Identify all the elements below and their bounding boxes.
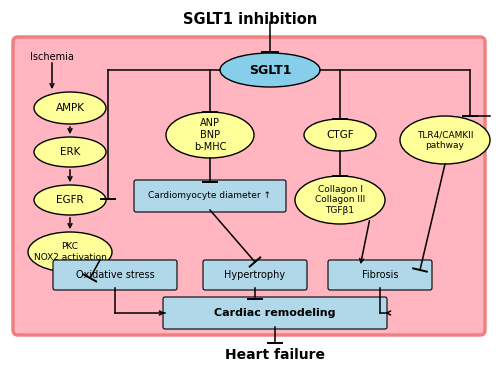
Ellipse shape <box>220 53 320 87</box>
Ellipse shape <box>34 137 106 167</box>
FancyBboxPatch shape <box>328 260 432 290</box>
Ellipse shape <box>295 176 385 224</box>
Ellipse shape <box>304 119 376 151</box>
Text: Cardiac remodeling: Cardiac remodeling <box>214 308 336 318</box>
Ellipse shape <box>400 116 490 164</box>
Text: Heart failure: Heart failure <box>225 348 325 362</box>
Ellipse shape <box>34 185 106 215</box>
Text: Oxidative stress: Oxidative stress <box>76 270 154 280</box>
FancyBboxPatch shape <box>163 297 387 329</box>
Text: Fibrosis: Fibrosis <box>362 270 398 280</box>
FancyBboxPatch shape <box>13 37 485 335</box>
Text: SGLT1: SGLT1 <box>249 63 291 76</box>
Text: CTGF: CTGF <box>326 130 354 140</box>
Text: Hypertrophy: Hypertrophy <box>224 270 286 280</box>
FancyBboxPatch shape <box>134 180 286 212</box>
Text: Cardiomyocyte diameter ↑: Cardiomyocyte diameter ↑ <box>148 192 272 200</box>
FancyBboxPatch shape <box>203 260 307 290</box>
Text: ANP
BNP
b-MHC: ANP BNP b-MHC <box>194 118 226 152</box>
Text: EGFR: EGFR <box>56 195 84 205</box>
Text: ERK: ERK <box>60 147 80 157</box>
Text: AMPK: AMPK <box>56 103 84 113</box>
FancyBboxPatch shape <box>53 260 177 290</box>
Ellipse shape <box>28 232 112 272</box>
Ellipse shape <box>34 92 106 124</box>
Text: Collagon I
Collagon III
TGFβ1: Collagon I Collagon III TGFβ1 <box>315 185 365 215</box>
Ellipse shape <box>166 112 254 158</box>
Text: Ischemia: Ischemia <box>30 52 74 62</box>
Text: PKC
NOX2 activation: PKC NOX2 activation <box>34 242 106 262</box>
Text: TLR4/CAMKII
pathway: TLR4/CAMKII pathway <box>417 130 473 150</box>
Text: SGLT1 inhibition: SGLT1 inhibition <box>183 12 317 27</box>
